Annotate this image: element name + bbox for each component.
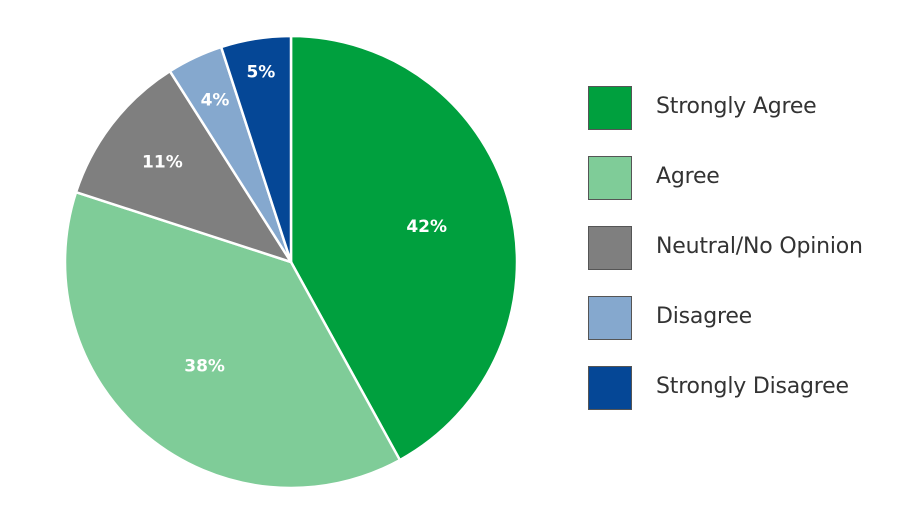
legend-label-disagree: Disagree [656,304,752,329]
pie-slice-strongly-disagree [219,34,293,264]
pie-slice-agree [63,190,402,490]
slice-label-agree: 38% [184,357,225,377]
legend: Strongly Agree Agree Neutral/No Opinion … [588,86,918,436]
legend-label-neutral: Neutral/No Opinion [656,234,863,259]
pie-plot: 42% 38% 11% 4% 5% [63,34,519,490]
legend-label-agree: Agree [656,164,720,189]
slice-label-neutral-no-opinion: 11% [142,152,183,172]
legend-swatch-strongly-disagree [588,366,632,410]
legend-label-strongly-disagree: Strongly Disagree [656,374,849,399]
pie-slice-strongly-agree [289,34,519,462]
legend-swatch-agree [588,156,632,200]
legend-label-strongly-agree: Strongly Agree [656,94,817,119]
legend-item-agree: Agree [588,156,918,202]
legend-swatch-disagree [588,296,632,340]
legend-swatch-strongly-agree [588,86,632,130]
legend-item-strongly-disagree: Strongly Disagree [588,366,918,412]
legend-item-neutral: Neutral/No Opinion [588,226,918,272]
slice-label-strongly-disagree: 5% [246,62,275,82]
legend-item-disagree: Disagree [588,296,918,342]
pie-slice-neutral-no-opinion [74,69,293,264]
slice-label-disagree: 4% [201,91,230,111]
slice-label-strongly-agree: 42% [406,217,447,237]
legend-item-strongly-agree: Strongly Agree [588,86,918,132]
legend-swatch-neutral [588,226,632,270]
